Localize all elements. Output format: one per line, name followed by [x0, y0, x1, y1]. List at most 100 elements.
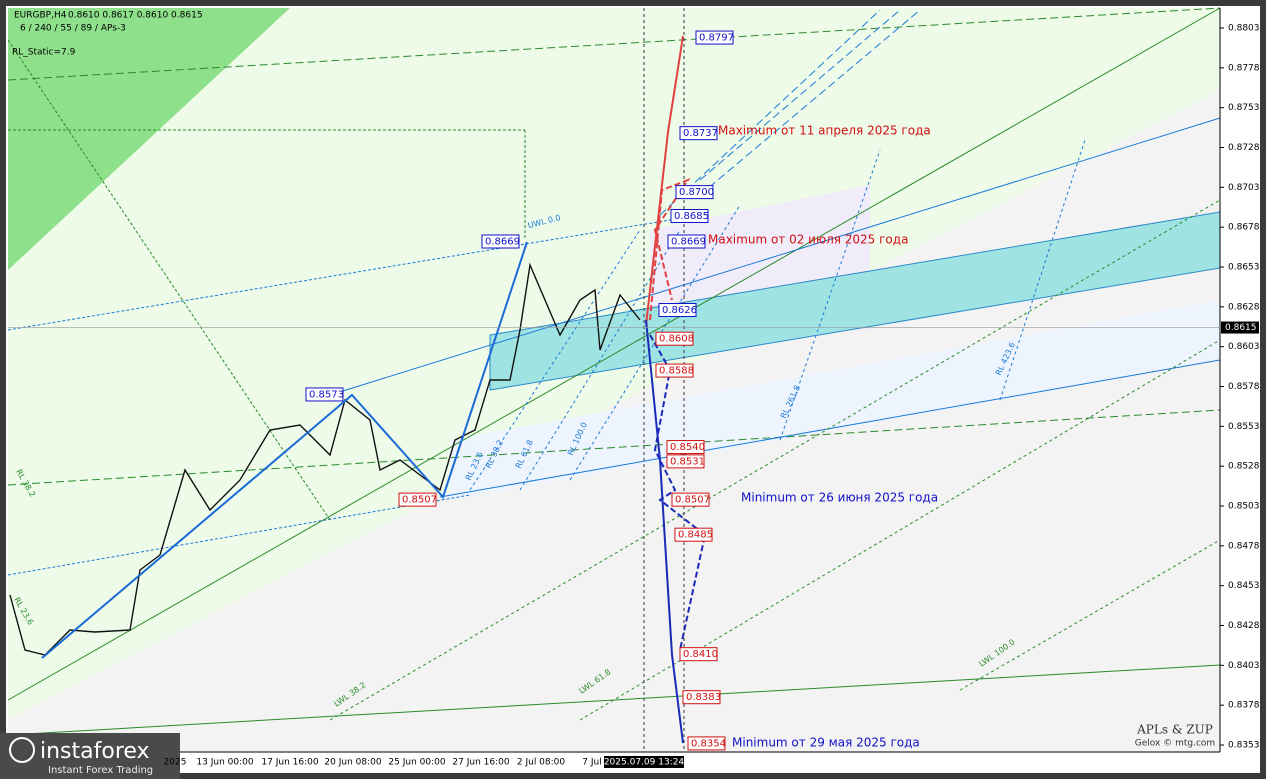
price-tick-label: 0.8753: [1228, 103, 1260, 113]
level-label: 0.8507: [675, 495, 710, 506]
trend-line: [329, 117, 1221, 396]
time-label: 7 Jul: [582, 758, 601, 768]
annotation: Maximum от 11 апреля 2025 года: [718, 124, 931, 138]
time-label: 2025: [164, 758, 187, 768]
trend-line: [7, 664, 1221, 736]
level-box: [655, 363, 694, 378]
price-tick-label: 0.8453: [1228, 581, 1260, 591]
level-box: [655, 331, 694, 346]
zone-blue: [450, 300, 1220, 500]
price-tick-label: 0.8678: [1228, 223, 1260, 233]
zigzag: [41, 241, 528, 659]
logo-tagline: Instant Forex Trading: [48, 765, 153, 776]
current-price-box: [1221, 321, 1259, 334]
trend-line: [7, 214, 701, 331]
level-box: [305, 387, 344, 402]
price-axis-panel: [1220, 8, 1260, 752]
price-tick-label: 0.8703: [1228, 183, 1260, 193]
level-box: [687, 736, 726, 751]
level-label: 0.8354: [691, 738, 726, 749]
current-price: 0.8615: [1225, 323, 1257, 333]
ohlc: 0.8610 0.8617 0.8610 0.8615: [68, 11, 203, 21]
trend-line: [699, 9, 901, 181]
trend-line: [579, 339, 1221, 721]
level-label: 0.8608: [659, 334, 694, 345]
time-label: 20 Jun 08:00: [324, 758, 381, 768]
cursor-time: 2025.07.09 13:24: [604, 758, 685, 768]
level-box: [667, 234, 706, 249]
trend-line: [659, 9, 881, 216]
credits-title: APLs & ZUP: [1136, 723, 1213, 737]
cursor-time-box: [604, 756, 684, 768]
price-tick-label: 0.8478: [1228, 541, 1260, 551]
zigzag-up: [645, 35, 684, 326]
price-tick-label: 0.8553: [1228, 422, 1260, 432]
trend-line: [7, 7, 1221, 701]
trend-line: [959, 539, 1221, 691]
time-label: 17 Jun 16:00: [261, 758, 318, 768]
price-tick-label: 0.8353: [1228, 741, 1260, 751]
level-box: [695, 30, 734, 45]
price-path: [9, 262, 641, 656]
price-tick-label: 0.8803: [1228, 24, 1260, 34]
fan-zone: [8, 8, 290, 270]
level-label: 0.8573: [309, 389, 344, 400]
level-label: 0.8626: [662, 305, 697, 316]
level-box: [481, 234, 520, 249]
annotation: Maximum от 02 июля 2025 года: [708, 233, 908, 247]
level-box: [666, 454, 705, 469]
level-box: [679, 126, 718, 141]
level-label: 0.8531: [670, 456, 705, 467]
trend-line: [469, 229, 641, 491]
level-label: 0.8669: [671, 237, 706, 248]
settings: 6 / 240 / 55 / 89 / APs-3: [20, 24, 126, 34]
level-box: [679, 647, 718, 662]
level-label: 0.8507: [402, 495, 437, 506]
annotation: Minimum от 29 мая 2025 года: [732, 736, 920, 750]
level-label: 0.8485: [678, 530, 713, 541]
symbol: EURGBP,H4: [14, 11, 67, 21]
rl-static: RL_Static=7.9: [12, 48, 76, 58]
level-label: 0.8685: [674, 211, 709, 222]
level-label: 0.8797: [699, 33, 734, 44]
level-box: [658, 303, 697, 318]
level-box: [670, 209, 709, 224]
trend-line: [329, 199, 1221, 721]
logo-icon: [9, 737, 35, 763]
price-tick-label: 0.8628: [1228, 302, 1260, 312]
level-box: [674, 527, 713, 542]
price-tick-label: 0.8578: [1228, 382, 1260, 392]
price-tick-label: 0.8428: [1228, 621, 1260, 631]
trend-line: [7, 7, 1221, 81]
trend-line: [7, 494, 471, 576]
level-box: [666, 440, 705, 455]
time-label: 2 Jul 08:00: [517, 758, 566, 768]
annotation: Minimum от 26 июня 2025 года: [741, 491, 938, 505]
level-box: [675, 185, 714, 200]
level-label: 0.8588: [659, 366, 694, 377]
logo-name: instaforex: [40, 739, 150, 764]
level-box: [398, 492, 437, 507]
level-label: 0.8669: [485, 237, 520, 248]
price-tick-label: 0.8778: [1228, 63, 1260, 73]
price-tick-label: 0.8728: [1228, 143, 1260, 153]
credits-author: Gelox © mtg.com: [1135, 739, 1215, 749]
level-label: 0.8700: [679, 187, 714, 198]
price-tick-label: 0.8603: [1228, 342, 1260, 352]
zigzag-down: [645, 319, 684, 744]
time-label: 25 Jun 00:00: [388, 758, 445, 768]
price-tick-label: 0.8653: [1228, 263, 1260, 273]
time-label: 13 Jun 00:00: [196, 758, 253, 768]
trend-line: [7, 409, 1221, 486]
time-label: 27 Jun 16:00: [452, 758, 509, 768]
price-tick-label: 0.8403: [1228, 661, 1260, 671]
zigzag-up-alt: [649, 177, 691, 321]
trend-line: [439, 359, 1221, 498]
trend-line: [7, 39, 331, 521]
price-tick-label: 0.8378: [1228, 701, 1260, 711]
level-box: [682, 690, 721, 705]
level-label: 0.8540: [670, 442, 705, 453]
price-tick-label: 0.8503: [1228, 502, 1260, 512]
